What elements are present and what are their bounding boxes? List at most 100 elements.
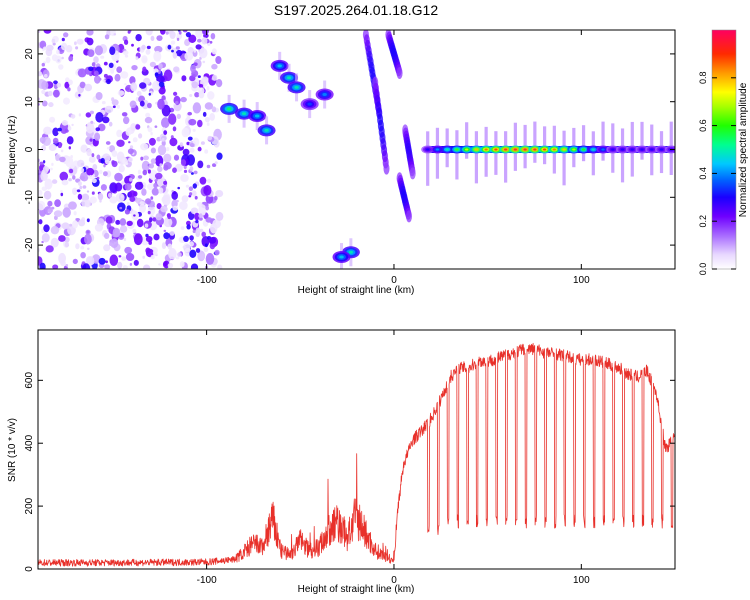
noise-speck [208, 237, 217, 244]
noise-speck [118, 255, 122, 258]
noise-speck [139, 201, 145, 206]
noise-speck [214, 195, 218, 201]
streak-segment [406, 210, 412, 223]
colorbar-tick-label: 0.8 [698, 72, 708, 85]
noise-speck [44, 178, 53, 190]
noise-speck [143, 155, 149, 161]
noise-speck [172, 205, 179, 211]
noise-speck [153, 68, 159, 74]
noise-speck [182, 30, 188, 33]
noise-speck [151, 187, 159, 196]
noise-speck [150, 35, 155, 42]
noise-speck [200, 141, 205, 145]
noise-speck [54, 199, 61, 208]
noise-speck [148, 137, 156, 146]
noise-speck [192, 102, 202, 114]
noise-speck [102, 79, 106, 83]
noise-speck [43, 126, 52, 135]
noise-speck [163, 217, 173, 228]
noise-speck [195, 30, 203, 39]
noise-speck [53, 80, 58, 85]
noise-speck [39, 161, 44, 166]
noise-speck [211, 106, 217, 113]
noise-speck [55, 55, 62, 64]
noise-speck [89, 110, 94, 115]
noise-speck [194, 92, 200, 98]
noise-speck [166, 147, 170, 152]
y-tick-label: 600 [24, 372, 35, 389]
noise-speck [188, 186, 194, 191]
heatmap-cell [504, 148, 508, 151]
noise-speck [195, 219, 199, 224]
x-tick-label: 100 [573, 575, 590, 586]
noise-speck [125, 128, 132, 136]
snr-x-label: Height of straight line (km) [298, 584, 415, 595]
noise-speck [59, 171, 69, 181]
carrier-peak [538, 145, 552, 154]
noise-speck [129, 262, 133, 266]
noise-speck [68, 223, 73, 227]
noise-speck [52, 264, 59, 269]
colorbar-label: Normalized spectral amplitude [738, 82, 749, 217]
noise-speck [146, 45, 151, 50]
noise-speck [157, 166, 163, 173]
noise-speck [158, 86, 166, 95]
heatmap-cell [241, 112, 247, 116]
noise-speck [181, 127, 190, 138]
streak-segment [383, 162, 390, 175]
noise-speck [85, 112, 92, 118]
noise-speck [149, 217, 153, 223]
x-tick-label: 0 [391, 575, 397, 586]
noise-speck [41, 62, 45, 67]
noise-speck [191, 81, 198, 89]
spectrogram-x-label: Height of straight line (km) [298, 285, 415, 296]
noise-speck [96, 176, 100, 180]
carrier-peak [518, 145, 532, 154]
noise-speck [138, 175, 143, 179]
spectrogram-heatmap [38, 30, 675, 269]
noise-speck [162, 194, 171, 206]
noise-speck [45, 56, 51, 64]
heatmap-cell [659, 148, 664, 151]
noise-speck [67, 126, 72, 131]
noise-speck [89, 174, 92, 177]
noise-speck [74, 41, 77, 46]
noise-speck [163, 229, 167, 232]
noise-speck [215, 190, 224, 198]
noise-speck [116, 129, 123, 138]
y-tick-label: 0 [24, 146, 35, 152]
noise-speck [195, 44, 202, 50]
y-tick-label: -20 [24, 237, 35, 252]
x-tick-label: 0 [391, 275, 397, 286]
noise-speck [41, 89, 46, 95]
noise-speck [64, 81, 70, 89]
noise-speck [68, 201, 77, 210]
heatmap-cell [581, 148, 586, 151]
noise-speck [76, 38, 84, 45]
noise-speck [173, 66, 180, 73]
noise-speck [193, 49, 197, 53]
heatmap-cell [465, 148, 469, 151]
noise-speck [143, 264, 151, 269]
heatmap-cell [348, 250, 354, 254]
noise-speck [163, 164, 169, 171]
noise-speck [212, 163, 217, 168]
noise-speck [80, 168, 85, 173]
noise-speck [103, 244, 111, 252]
y-tick-label: 20 [24, 48, 35, 60]
noise-speck [163, 261, 168, 267]
noise-speck [181, 195, 189, 203]
noise-speck [70, 114, 76, 119]
noise-speck [163, 153, 172, 163]
noise-speck [206, 86, 210, 91]
noise-speck [163, 130, 168, 136]
noise-speck [144, 223, 149, 228]
noise-speck [94, 132, 101, 141]
noise-speck [38, 219, 43, 225]
noise-speck [187, 136, 193, 141]
carrier-tail [543, 126, 547, 165]
noise-speck [147, 210, 151, 215]
noise-speck [154, 125, 158, 128]
noise-speck [198, 48, 208, 59]
